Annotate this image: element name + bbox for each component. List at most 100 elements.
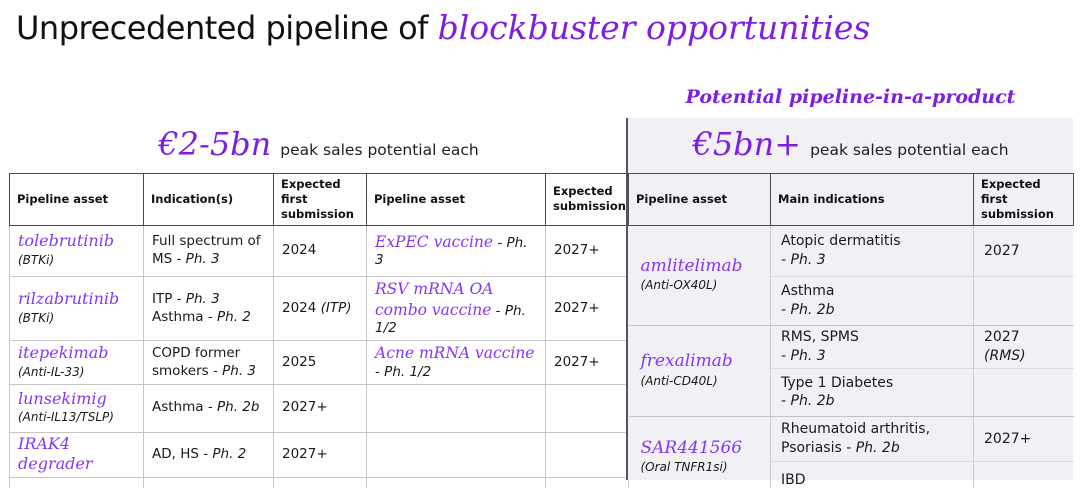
indication-cell: RMS, SPMS - Ph. 3 [770,324,974,369]
asset-cell: frexalimab (Anti-CD40L) [628,324,771,417]
asset-cell: itepekimab (Anti-IL-33) [9,340,144,385]
column-header: Expected first submission [273,173,367,226]
column-header: Pipeline asset [628,173,771,226]
left-table: Pipeline asset Indication(s) Expected firs… [9,173,629,488]
submission-cell: 2027 (RMS) [973,324,1074,369]
pipeline-asset2-cell: RSV mRNA OA combo vaccine - Ph. 1/2 [366,275,546,342]
band-value-2-5bn: €2-5bn [158,125,272,163]
asset-target-label: (BTKi) [18,310,55,325]
asset-target-label: (Anti-OX40L) [640,278,718,293]
text-run: 2027+ [282,487,328,488]
submission2-cell [545,383,629,433]
pipeline-row: tolebrutinib (BTKi) Full spectrum of MS - … [9,224,629,277]
right-header-row: Pipeline asset Main indications Expected f… [628,173,1074,226]
submission-cell: 2027+ [273,476,367,488]
submission2-cell: 2027+ [545,275,629,342]
text-run: - [493,234,507,251]
pipeline-asset2-cell [366,383,546,433]
column-header: Indication(s) [143,173,274,226]
text-run: AD, HS - [152,445,213,462]
asset-cell: amlitelimab (Anti-OX40L) [628,224,771,326]
submission-cell [973,367,1074,417]
submission-cell: 2025 [273,340,367,385]
text-run: - Ph. 2b [781,301,835,318]
pipeline-row: SAR441566 (Oral TNFR1si) Rheumatoid arthri… [628,415,1074,488]
submission2-cell [545,476,629,488]
text-run: 2027+ [282,399,328,416]
asset-target-label: (Anti-CD40L) [640,373,718,388]
asset-cell: IRAK4 degrader [9,431,144,478]
text-run: 2024 [282,241,317,258]
indication-cell: Full spectrum of MS - Ph. 3 [143,224,274,277]
text-run: ITP - [152,290,186,307]
submission-cell: 2024 (ITP) [273,275,367,342]
indication-cell: Atopic dermatitis - Ph. 3 [770,224,974,277]
text-run: Ph. 2 [212,445,247,462]
pipeline-row: Type 1 Diabetes - Ph. 2b [629,367,1074,417]
band-suffix-right: peak sales potential each [810,141,1009,159]
asset-name: SAR441566 [640,437,743,458]
column-header: Pipeline asset [9,173,144,226]
text-run: COPD former smokers - [152,344,241,379]
text-run: Rheumatoid arthritis, Psoriasis - [781,421,931,456]
text-run: Asthma [781,283,835,300]
pipeline-row: Asthma - Ph. 2b [629,275,1074,326]
text-run: Ph. 3 [222,362,256,379]
pipeline-asset2-cell [366,431,546,478]
asset-cell: tolebrutinib (BTKi) [9,224,144,277]
section-2-5bn: €2-5bn peak sales potential each Pipelin… [9,118,629,488]
text-run: - [491,302,505,319]
text-run: 2027 [984,329,1020,346]
pipeline-row: IBD [629,460,1074,488]
indication-cell: IBD - Ph. 2 [143,476,274,488]
text-run: Full spectrum of MS - [152,233,261,267]
title-prefix: Unprecedented pipeline of [16,9,438,47]
text-run: 2027+ [554,241,600,258]
submission-cell: 2027 [973,224,1074,277]
text-run: - Ph. 2b [781,393,835,410]
asset-target-label: (BTKi) [18,252,55,267]
text-run: 2027+ [984,430,1032,447]
asset-name: IRAK4 degrader [18,434,93,473]
text-run: Acne mRNA vaccine [375,344,535,363]
asset-name: amlitelimab [640,255,743,276]
text-run: 2027+ [282,445,328,462]
page-title: Unprecedented pipeline of blockbuster op… [16,8,870,47]
text-run: Type 1 Diabetes [781,374,894,391]
left-header-row: Pipeline asset Indication(s) Expected firs… [9,173,629,226]
submission2-cell: 2027+ [545,340,629,385]
right-table: Pipeline asset Main indications Expected f… [628,173,1074,488]
text-run: RMS, SPMS [781,329,859,346]
asset-target-label: (Anti-IL13/TSLP) [18,410,114,425]
text-run: Ph. 3 [185,250,220,267]
pipeline-row: itepekimab (Anti-IL-33) COPD former smoker… [9,340,629,385]
asset-cell: rilzabrutinib (BTKi) [9,275,144,342]
asset-target-label: (Oral TNFR1si) [640,460,728,475]
submission-cell: 2027+ [973,415,1074,462]
indication-cell: IBD [770,460,974,488]
band-value-5bn-plus: €5bn+ [692,125,802,163]
text-run: Ph. 3 [375,234,528,269]
text-run: Ph. 1/2 [375,302,526,337]
pipeline-row: rilzabrutinib (BTKi) ITP - Ph. 3 Asthma - P… [9,275,629,342]
band-2-5bn: €2-5bn peak sales potential each [9,118,628,173]
text-run: 2027+ [554,299,600,316]
pipeline-asset2-cell: Acne mRNA vaccine - Ph. 1/2 [366,340,546,385]
text-run: IBD [781,471,806,488]
pipeline-row: IRAK4 degrader AD, HS - Ph. 2 2027+ [9,431,629,478]
submission-cell [973,460,1074,488]
indication-cell: Asthma - Ph. 2b [770,275,974,326]
indication-cell: Rheumatoid arthritis, Psoriasis - Ph. 2b [770,415,974,462]
pipeline-row: lunsekimig (Anti-IL13/TSLP) Asthma - Ph. 2… [9,383,629,433]
indication-cell: Type 1 Diabetes - Ph. 2b [770,367,974,417]
submission2-cell: 2027+ [545,224,629,277]
text-run: (RMS) [984,347,1026,364]
text-run: Ph. 2b [855,439,900,456]
text-run: ExPEC vaccine [375,232,494,251]
section-divider [626,118,628,480]
indication-cell: ITP - Ph. 3 Asthma - Ph. 2 [143,275,274,342]
submission-cell: 2027+ [273,383,367,433]
text-run: Ph. 3 [185,290,220,307]
band-5bn-plus: €5bn+ peak sales potential each [628,118,1073,173]
